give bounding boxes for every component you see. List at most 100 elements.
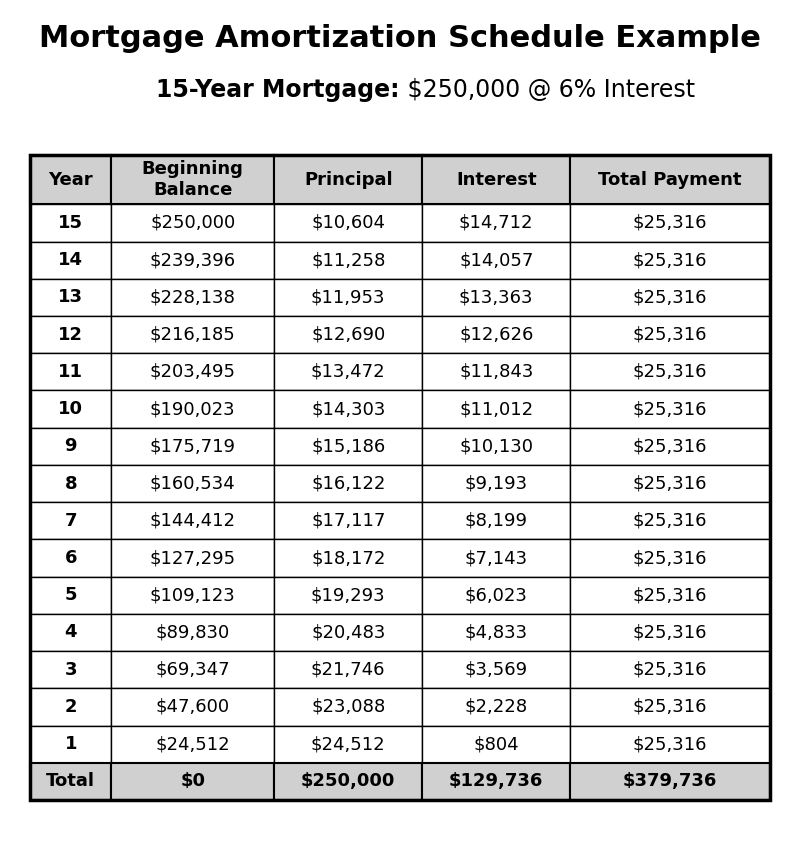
Bar xyxy=(274,614,422,651)
Bar xyxy=(570,354,770,391)
Bar xyxy=(422,651,570,689)
Bar xyxy=(111,155,274,205)
Bar xyxy=(274,726,422,763)
Bar xyxy=(111,354,274,391)
Text: $20,483: $20,483 xyxy=(311,624,386,641)
Text: $7,143: $7,143 xyxy=(465,549,528,567)
Text: $25,316: $25,316 xyxy=(633,624,707,641)
Bar xyxy=(422,763,570,800)
Text: $160,534: $160,534 xyxy=(150,475,236,492)
Bar xyxy=(111,316,274,354)
Text: $47,600: $47,600 xyxy=(156,698,230,716)
Text: $25,316: $25,316 xyxy=(633,326,707,343)
Text: $89,830: $89,830 xyxy=(156,624,230,641)
Text: 10: 10 xyxy=(58,400,83,418)
Text: Year: Year xyxy=(48,171,93,189)
Bar xyxy=(274,465,422,503)
Bar xyxy=(274,155,422,205)
Text: $144,412: $144,412 xyxy=(150,512,236,530)
Bar xyxy=(570,465,770,503)
Text: $14,712: $14,712 xyxy=(459,214,534,232)
Text: $216,185: $216,185 xyxy=(150,326,236,343)
Text: $11,012: $11,012 xyxy=(459,400,534,418)
Text: $203,495: $203,495 xyxy=(150,363,236,381)
Text: $18,172: $18,172 xyxy=(311,549,386,567)
Text: $13,472: $13,472 xyxy=(311,363,386,381)
Bar xyxy=(111,391,274,428)
Text: $69,347: $69,347 xyxy=(155,661,230,678)
Text: $228,138: $228,138 xyxy=(150,288,236,306)
Text: $175,719: $175,719 xyxy=(150,437,236,455)
Text: $12,690: $12,690 xyxy=(311,326,386,343)
Text: $25,316: $25,316 xyxy=(633,214,707,232)
Text: $25,316: $25,316 xyxy=(633,661,707,678)
Bar xyxy=(30,577,111,614)
Text: $23,088: $23,088 xyxy=(311,698,386,716)
Text: $21,746: $21,746 xyxy=(311,661,386,678)
Text: $4,833: $4,833 xyxy=(465,624,528,641)
Bar xyxy=(274,540,422,577)
Bar xyxy=(422,726,570,763)
Text: $24,512: $24,512 xyxy=(155,735,230,753)
Bar xyxy=(30,614,111,651)
Text: $24,512: $24,512 xyxy=(311,735,386,753)
Text: $13,363: $13,363 xyxy=(459,288,534,306)
Text: $250,000: $250,000 xyxy=(301,772,395,790)
Text: Principal: Principal xyxy=(304,171,393,189)
Text: $25,316: $25,316 xyxy=(633,475,707,492)
Text: $2,228: $2,228 xyxy=(465,698,528,716)
Bar xyxy=(30,726,111,763)
Bar xyxy=(111,651,274,689)
Text: $14,057: $14,057 xyxy=(459,251,534,269)
Bar xyxy=(111,577,274,614)
Bar xyxy=(30,354,111,391)
Bar xyxy=(570,726,770,763)
Text: $6,023: $6,023 xyxy=(465,586,528,604)
Bar xyxy=(570,540,770,577)
Bar xyxy=(570,391,770,428)
Bar xyxy=(30,155,770,800)
Text: $250,000 @ 6% Interest: $250,000 @ 6% Interest xyxy=(400,78,695,102)
Bar xyxy=(111,689,274,726)
Bar xyxy=(30,242,111,279)
Text: $25,316: $25,316 xyxy=(633,512,707,530)
Bar xyxy=(111,428,274,465)
Bar xyxy=(111,465,274,503)
Bar xyxy=(570,763,770,800)
Bar xyxy=(30,316,111,354)
Bar xyxy=(274,205,422,242)
Bar xyxy=(30,391,111,428)
Text: Mortgage Amortization Schedule Example: Mortgage Amortization Schedule Example xyxy=(39,24,761,52)
Text: $25,316: $25,316 xyxy=(633,549,707,567)
Text: $239,396: $239,396 xyxy=(150,251,236,269)
Bar xyxy=(570,503,770,540)
Bar xyxy=(111,726,274,763)
Bar xyxy=(422,316,570,354)
Text: Total Payment: Total Payment xyxy=(598,171,742,189)
Bar xyxy=(30,763,111,800)
Bar xyxy=(274,428,422,465)
Bar xyxy=(422,391,570,428)
Bar xyxy=(111,763,274,800)
Text: 1: 1 xyxy=(65,735,77,753)
Bar xyxy=(111,540,274,577)
Text: $25,316: $25,316 xyxy=(633,363,707,381)
Bar xyxy=(30,540,111,577)
Text: $25,316: $25,316 xyxy=(633,586,707,604)
Text: $12,626: $12,626 xyxy=(459,326,534,343)
Bar xyxy=(422,155,570,205)
Text: Interest: Interest xyxy=(456,171,537,189)
Text: 9: 9 xyxy=(65,437,77,455)
Text: $11,953: $11,953 xyxy=(311,288,386,306)
Text: $127,295: $127,295 xyxy=(150,549,236,567)
Bar xyxy=(422,279,570,316)
Bar xyxy=(274,242,422,279)
Text: $3,569: $3,569 xyxy=(465,661,528,678)
Bar xyxy=(30,155,111,205)
Text: $250,000: $250,000 xyxy=(150,214,235,232)
Bar xyxy=(30,428,111,465)
Text: $25,316: $25,316 xyxy=(633,288,707,306)
Text: $10,130: $10,130 xyxy=(459,437,534,455)
Bar xyxy=(422,428,570,465)
Text: 8: 8 xyxy=(64,475,77,492)
